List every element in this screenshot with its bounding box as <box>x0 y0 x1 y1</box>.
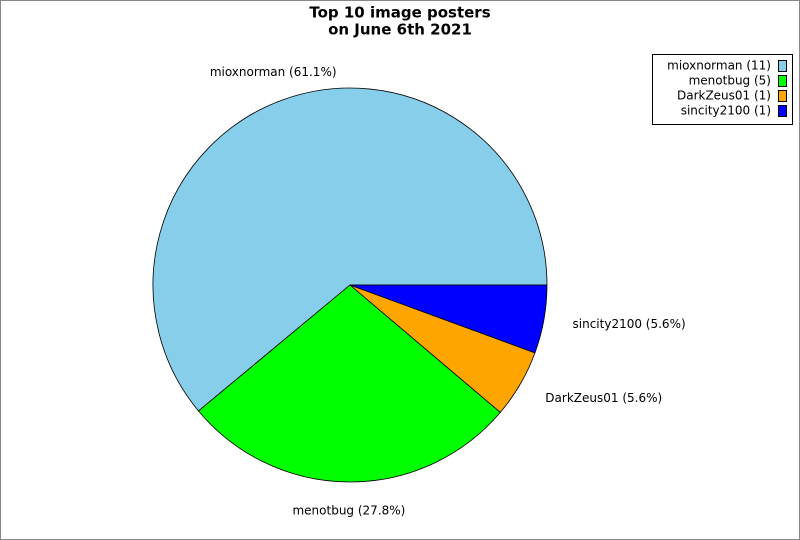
legend-label: DarkZeus01 (1) <box>677 89 771 103</box>
pie-slice <box>197 284 501 483</box>
slice-label: mioxnorman (61.1%) <box>210 65 337 79</box>
chart-title: on June 6th 2021 <box>328 21 472 39</box>
legend-swatch <box>778 75 787 87</box>
legend-box <box>652 54 793 125</box>
legend-swatch <box>778 90 787 102</box>
pie-slice <box>152 87 548 412</box>
legend-swatch <box>778 105 787 117</box>
legend-label: menotbug (5) <box>689 74 771 88</box>
slice-label: sincity2100 (5.6%) <box>573 317 686 331</box>
legend-label: mioxnorman (11) <box>667 59 771 73</box>
pie-slice <box>349 284 548 354</box>
chart-title: Top 10 image posters <box>309 4 490 22</box>
legend-swatch <box>778 60 787 72</box>
slice-label: menotbug (27.8%) <box>292 503 405 517</box>
slice-label: DarkZeus01 (5.6%) <box>545 391 662 405</box>
legend-label: sincity2100 (1) <box>681 104 771 118</box>
